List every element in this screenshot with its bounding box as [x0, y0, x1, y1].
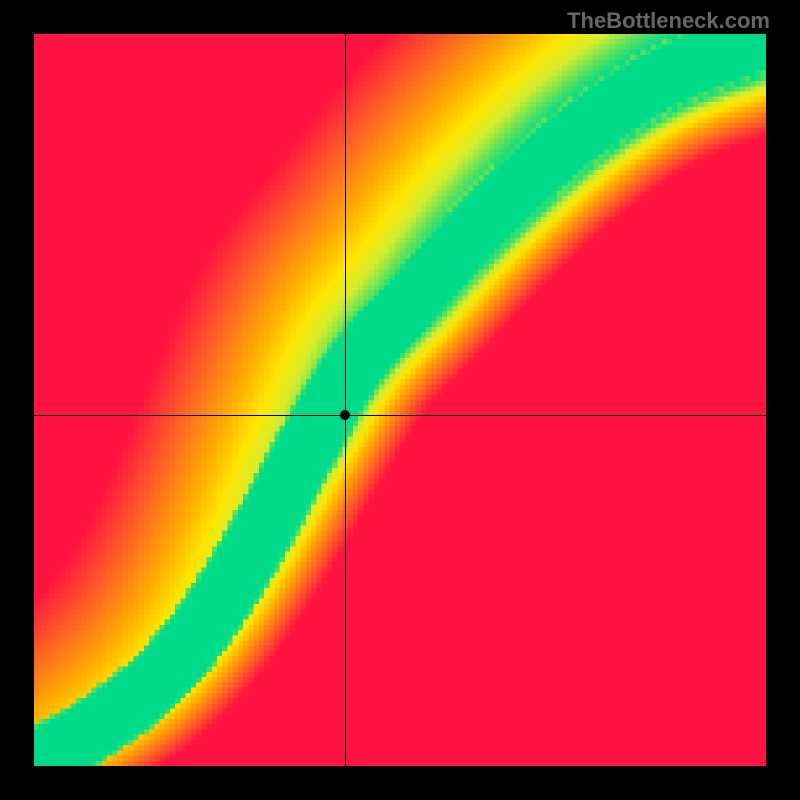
crosshair-horizontal: [34, 415, 766, 416]
heatmap-plot-area: [34, 34, 766, 766]
figure-frame: TheBottleneck.com: [0, 0, 800, 800]
crosshair-vertical: [345, 34, 346, 766]
watermark-text: TheBottleneck.com: [567, 8, 770, 34]
crosshair-marker: [340, 410, 350, 420]
heatmap-canvas: [34, 34, 766, 766]
